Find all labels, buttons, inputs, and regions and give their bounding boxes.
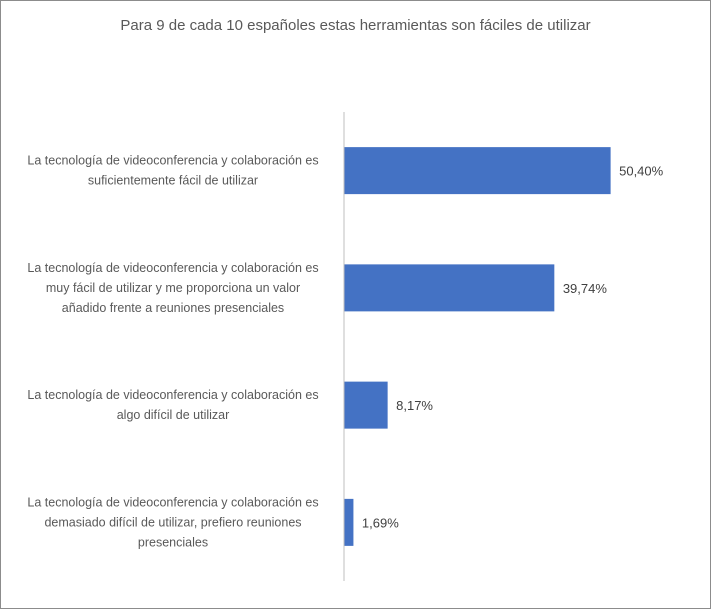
- bar-3: [344, 381, 388, 429]
- category-label-line: La tecnología de videoconferencia y cola…: [27, 261, 318, 275]
- category-label-line: añadido frente a reuniones presenciales: [62, 301, 284, 315]
- data-label-4: 1,69%: [362, 515, 399, 530]
- category-label-line: suficientemente fácil de utilizar: [88, 174, 258, 188]
- data-label-1: 50,40%: [619, 164, 664, 179]
- category-label-line: La tecnología de videoconferencia y cola…: [27, 495, 318, 509]
- category-label-line: algo difícil de utilizar: [117, 408, 230, 422]
- data-label-3: 8,17%: [396, 398, 433, 413]
- category-label-line: presenciales: [138, 535, 208, 549]
- category-label-line: La tecnología de videoconferencia y cola…: [27, 154, 318, 168]
- category-label-3: La tecnología de videoconferencia y cola…: [27, 388, 318, 422]
- data-label-2: 39,74%: [563, 281, 608, 296]
- bar-1: [344, 147, 611, 195]
- chart-title: Para 9 de cada 10 españoles estas herram…: [120, 17, 591, 34]
- category-label-line: La tecnología de videoconferencia y cola…: [27, 388, 318, 402]
- bar-2: [344, 264, 555, 312]
- category-label-1: La tecnología de videoconferencia y cola…: [27, 154, 318, 188]
- category-label-line: demasiado difícil de utilizar, prefiero …: [44, 515, 301, 529]
- bar-4: [344, 498, 354, 546]
- category-label-4: La tecnología de videoconferencia y cola…: [27, 495, 318, 549]
- category-label-line: muy fácil de utilizar y me proporciona u…: [46, 281, 300, 295]
- category-label-2: La tecnología de videoconferencia y cola…: [27, 261, 318, 315]
